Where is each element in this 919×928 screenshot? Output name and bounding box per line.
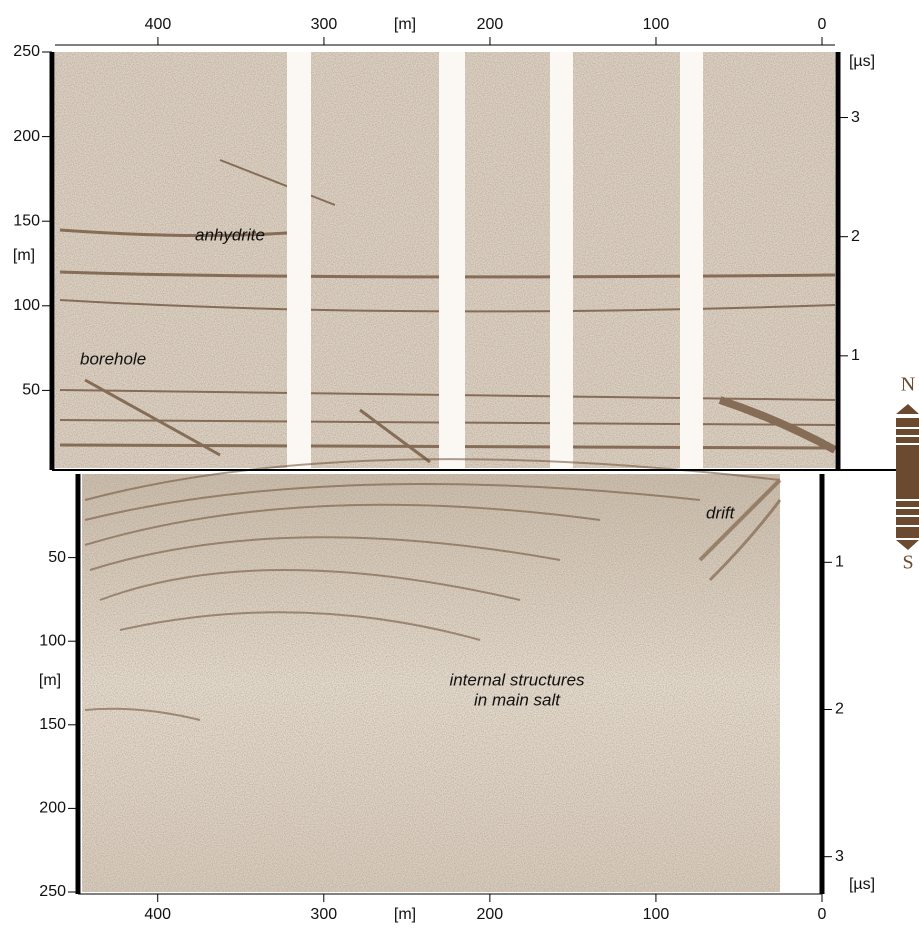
x-axis-title: [m] bbox=[394, 906, 416, 923]
top-radargram bbox=[55, 52, 835, 468]
y2-tick-label: 3 bbox=[835, 848, 844, 865]
y2-tick-label: 2 bbox=[835, 701, 844, 718]
x-tick-label: 400 bbox=[145, 16, 172, 33]
south-label: S bbox=[902, 552, 913, 574]
y-tick-label: 50 bbox=[48, 549, 66, 566]
y-tick-label: 100 bbox=[13, 297, 40, 314]
x-tick-label: 100 bbox=[643, 906, 670, 923]
y-tick-label: 200 bbox=[39, 800, 66, 817]
x-tick-label: 300 bbox=[311, 16, 338, 33]
north-label: N bbox=[901, 374, 915, 396]
x-tick-label: 300 bbox=[310, 906, 337, 923]
annotation: in main salt bbox=[474, 690, 561, 709]
y2-tick-label: 1 bbox=[835, 554, 844, 571]
x-axis-title: [m] bbox=[394, 16, 416, 33]
y2-axis-title: [µs] bbox=[849, 876, 875, 893]
annotation: drift bbox=[706, 503, 736, 522]
y-tick-label: 200 bbox=[13, 128, 40, 145]
y-tick-label: 250 bbox=[13, 43, 40, 60]
x-tick-label: 200 bbox=[477, 906, 504, 923]
y-tick-label: 50 bbox=[22, 382, 40, 399]
y-axis-title: [m] bbox=[13, 247, 35, 264]
y2-tick-label: 2 bbox=[851, 228, 860, 245]
x-tick-label: 100 bbox=[643, 16, 670, 33]
compass: N S bbox=[896, 374, 919, 574]
y-tick-label: 100 bbox=[39, 632, 66, 649]
y2-axis-title: [µs] bbox=[849, 53, 875, 70]
x-tick-label: 400 bbox=[144, 906, 171, 923]
y2-tick-label: 3 bbox=[851, 109, 860, 126]
x-tick-label: 0 bbox=[818, 906, 827, 923]
x-tick-label: 200 bbox=[477, 16, 504, 33]
y-tick-label: 150 bbox=[39, 716, 66, 733]
bottom-radargram bbox=[82, 459, 780, 892]
y-tick-label: 150 bbox=[13, 212, 40, 229]
annotation: borehole bbox=[80, 349, 146, 368]
figure: N S anhydrite borehole drift internal st… bbox=[0, 0, 919, 928]
annotation: internal structures bbox=[449, 670, 585, 689]
annotation: anhydrite bbox=[195, 225, 265, 244]
y2-tick-label: 1 bbox=[851, 347, 860, 364]
y-axis-title: [m] bbox=[39, 672, 61, 689]
y-tick-label: 250 bbox=[39, 883, 66, 900]
x-tick-label: 0 bbox=[818, 16, 827, 33]
